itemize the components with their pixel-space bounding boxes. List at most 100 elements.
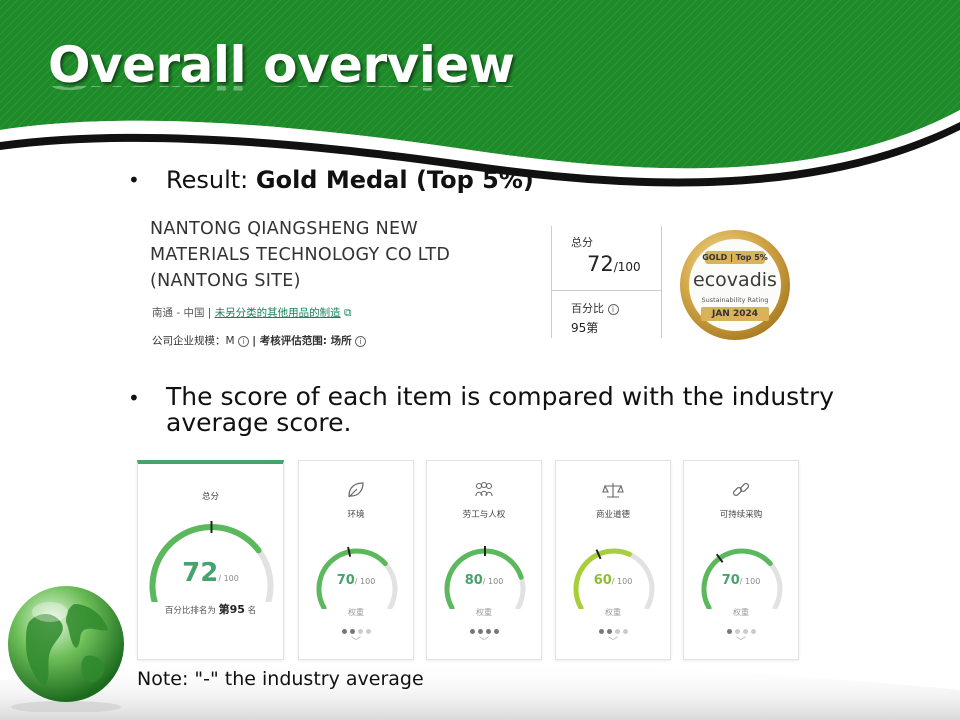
weight-label: 权重 <box>348 608 364 617</box>
weight-dot <box>614 629 620 634</box>
chevron-down-icon[interactable]: ﹀ <box>479 637 489 648</box>
gauge-score-arc <box>573 548 632 609</box>
weight-label: 权重 <box>733 608 749 617</box>
divider <box>551 290 662 291</box>
score-gauge <box>573 548 655 609</box>
weight-dots <box>427 619 541 638</box>
card-title: 劳工与人权 <box>462 510 506 520</box>
score-den: / 100 <box>611 577 633 586</box>
weight-dot <box>357 629 363 634</box>
total-score: 72/100 <box>587 252 641 276</box>
globe-icon <box>8 586 124 712</box>
card-title: 可持续采购 <box>719 510 763 520</box>
medal-date: JAN 2024 <box>701 307 769 321</box>
slide-title: Overall overview <box>48 36 515 94</box>
divider <box>661 226 662 338</box>
slide-title-reflection: Overall overview <box>48 86 514 93</box>
card-title: 环境 <box>347 510 365 520</box>
external-link-icon[interactable]: ⧉ <box>344 307 352 319</box>
footnote: Note: "-" the industry average <box>137 668 424 690</box>
footer-swoosh <box>0 661 960 720</box>
total-score-label: 总分 <box>571 236 593 249</box>
industry-average-marker <box>715 553 724 563</box>
scope-label: | 考核评估范围: <box>252 335 331 347</box>
people-icon <box>475 481 493 497</box>
weight-dot <box>485 629 491 634</box>
score-card-environment[interactable]: 环境 70/ 100 权重 ﹀ <box>298 460 414 660</box>
weight-dot <box>622 629 628 634</box>
weight-dots <box>299 619 413 638</box>
size-value: M <box>225 335 235 347</box>
weight-dot <box>477 629 483 634</box>
industry-average-marker <box>347 546 352 557</box>
ecovadis-gold-medal: GOLD | Top 5% ecovadis Sustainability Ra… <box>679 229 791 341</box>
weight-dot <box>606 629 612 634</box>
location-text: 南通 - 中国 | <box>152 307 212 319</box>
weight-dot <box>341 629 347 634</box>
weight-dots <box>684 619 798 638</box>
company-location: 南通 - 中国 | 未另分类的其他用品的制造 ⧉ <box>152 305 352 320</box>
info-icon[interactable]: i <box>237 335 249 347</box>
card-score: 80/ 100 <box>427 573 541 588</box>
divider <box>551 226 552 338</box>
score-card-total[interactable]: 总分 72/ 100 百分比排名为 第95 名 <box>137 460 284 660</box>
weight-dots <box>556 619 670 638</box>
percentile-rank: 95第 <box>571 321 599 335</box>
score-den: / 100 <box>218 574 239 583</box>
gauge-score-arc <box>444 548 524 609</box>
score-gauge <box>701 548 783 609</box>
weight-label: 权重 <box>605 608 621 617</box>
chevron-down-icon[interactable]: ﹀ <box>608 637 618 648</box>
category-link[interactable]: 未另分类的其他用品的制造 <box>214 307 341 319</box>
weight-dot <box>750 629 756 634</box>
score-card-ethics[interactable]: 商业道德 60/ 100 权重 ﹀ <box>555 460 671 660</box>
weight-dot <box>493 629 499 634</box>
link-icon <box>732 482 750 497</box>
score-den: /100 <box>613 260 641 274</box>
score-value: 70 <box>336 573 355 588</box>
chevron-down-icon[interactable]: ﹀ <box>736 637 746 648</box>
gauge-score-arc <box>149 524 262 602</box>
bullet-dot: • <box>128 168 140 192</box>
medal-top-text: GOLD | Top 5% <box>702 253 768 262</box>
scope-value: 场所 <box>330 335 352 347</box>
rank-suffix: 名 <box>247 606 257 616</box>
bullet-result-text: Result: Gold Medal (Top 5%) <box>166 166 534 194</box>
card-score: 70/ 100 <box>684 573 798 588</box>
score-value: 72 <box>182 558 219 588</box>
card-score: 72/ 100 <box>138 558 283 588</box>
weight-dot <box>469 629 475 634</box>
score-summary-box: 总分 72/100 百分比 i 95第 <box>551 226 663 338</box>
card-score: 60/ 100 <box>556 573 670 588</box>
score-card-sustainable-procurement[interactable]: 可持续采购 70/ 100 权重 ﹀ <box>683 460 799 660</box>
score-value: 70 <box>721 573 740 588</box>
bullet-dot: • <box>128 386 140 410</box>
score-value: 80 <box>464 573 483 588</box>
company-name: NANTONG QIANGSHENG NEW MATERIALS TECHNOL… <box>150 219 451 291</box>
header-banner <box>0 0 960 190</box>
gauge-score-arc <box>316 548 388 609</box>
weight-dot <box>726 629 732 634</box>
card-score: 70/ 100 <box>299 573 413 588</box>
chevron-down-icon[interactable]: ﹀ <box>351 637 361 648</box>
leaf-icon <box>348 482 364 498</box>
medal-brand: ecovadis <box>693 269 777 291</box>
rank-prefix: 百分比排名为 <box>164 606 216 616</box>
percentile-label: 百分比 i <box>571 300 619 316</box>
score-den: / 100 <box>739 577 761 586</box>
rank-value: 第95 <box>218 603 245 616</box>
card-title: 总分 <box>201 492 219 502</box>
weight-label: 权重 <box>476 608 492 617</box>
weight-dot <box>598 629 604 634</box>
score-den: / 100 <box>354 577 376 586</box>
score-gauge <box>444 546 526 609</box>
card-title: 商业道德 <box>595 510 630 520</box>
score-value: 72 <box>587 252 614 276</box>
weight-dot <box>734 629 740 634</box>
info-icon[interactable]: i <box>354 335 366 347</box>
scale-icon <box>602 483 624 498</box>
info-icon[interactable]: i <box>607 303 619 315</box>
score-card-labor-human-rights[interactable]: 劳工与人权 80/ 100 权重 ﹀ <box>426 460 542 660</box>
weight-dot <box>742 629 748 634</box>
medal-subtitle: Sustainability Rating <box>701 296 769 304</box>
